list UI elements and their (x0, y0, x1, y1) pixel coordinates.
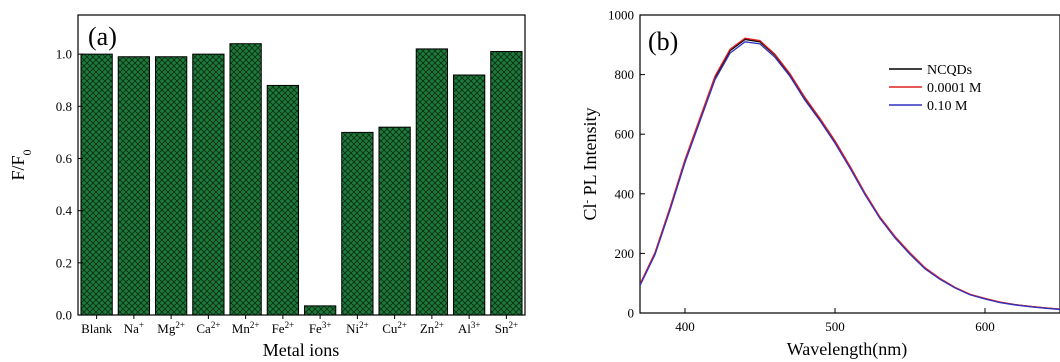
y-tick-label: 0.4 (56, 203, 73, 218)
panel-a-ylabel: F/F0 (8, 149, 34, 180)
y-tick-label: 600 (615, 127, 635, 142)
bar-7 (341, 131, 374, 316)
legend-label-0: NCQDs (927, 63, 972, 78)
panel-b: (b) 0 200 400 600 800 1000 400 500 600 NCQDs 0.0… (580, 8, 1060, 360)
bar-3 (192, 53, 225, 316)
x-tick-label: Na+ (124, 320, 144, 336)
y-tick-label: 400 (615, 186, 635, 201)
legend-label-1: 0.0001 M (927, 81, 982, 96)
bar-5 (266, 84, 300, 316)
bar-8 (378, 126, 411, 316)
y-tick-label: 1.0 (56, 47, 72, 62)
panel-a: (a) 0.0 0.2 0.4 0.6 0.8 1.0 Blank Na+ Mg2+ Ca2+ M… (8, 14, 526, 360)
y-tick-label: 0.0 (56, 308, 72, 323)
x-tick-label: Al3+ (458, 320, 481, 336)
x-tick-label: Sn2+ (495, 320, 518, 336)
bar-10 (452, 74, 486, 316)
x-tick-label: Zn2+ (420, 320, 444, 336)
series-line-0 (640, 38, 1060, 310)
x-tick-label: 600 (975, 319, 995, 334)
y-tick-label: 1000 (608, 8, 634, 23)
x-tick-label: Fe3+ (309, 320, 332, 336)
bar-9 (415, 48, 449, 316)
y-tick-label: 0.2 (56, 255, 72, 270)
series-line-2 (640, 41, 1060, 311)
x-tick-label: Cu2+ (382, 320, 407, 336)
bar-6 (303, 305, 337, 316)
panel-a-label: (a) (88, 22, 117, 51)
y-tick-label: 0 (628, 306, 635, 321)
panel-a-frame (77, 14, 526, 316)
x-tick-label: Mn2+ (232, 320, 260, 336)
y-tick-label: 800 (615, 67, 635, 82)
x-tick-label: 400 (675, 319, 695, 334)
bar-2 (154, 56, 188, 316)
panel-a-xlabel: Metal ions (263, 340, 340, 360)
bar-4 (229, 43, 262, 316)
y-tick-label: 0.6 (56, 151, 73, 166)
x-tick-label: Ni2+ (346, 320, 369, 336)
legend-label-2: 0.10 M (927, 99, 968, 114)
panel-b-frame (639, 14, 1060, 314)
panel-b-xlabel: Wavelength(nm) (787, 339, 908, 360)
x-tick-label: Blank (81, 321, 113, 336)
bar-11 (490, 51, 523, 316)
x-tick-label: Mg2+ (157, 320, 185, 336)
y-tick-label: 0.8 (56, 99, 72, 114)
bar-1 (117, 56, 151, 316)
x-tick-label: Ca2+ (196, 320, 220, 336)
x-tick-label: Fe2+ (272, 320, 295, 336)
x-tick-label: 500 (825, 319, 845, 334)
panel-b-label: (b) (648, 27, 678, 56)
bar-0 (80, 53, 113, 316)
panel-b-ylabel: Cl- PL Intensity (580, 107, 600, 220)
series-line-1 (640, 37, 1060, 310)
y-tick-label: 200 (615, 246, 635, 261)
